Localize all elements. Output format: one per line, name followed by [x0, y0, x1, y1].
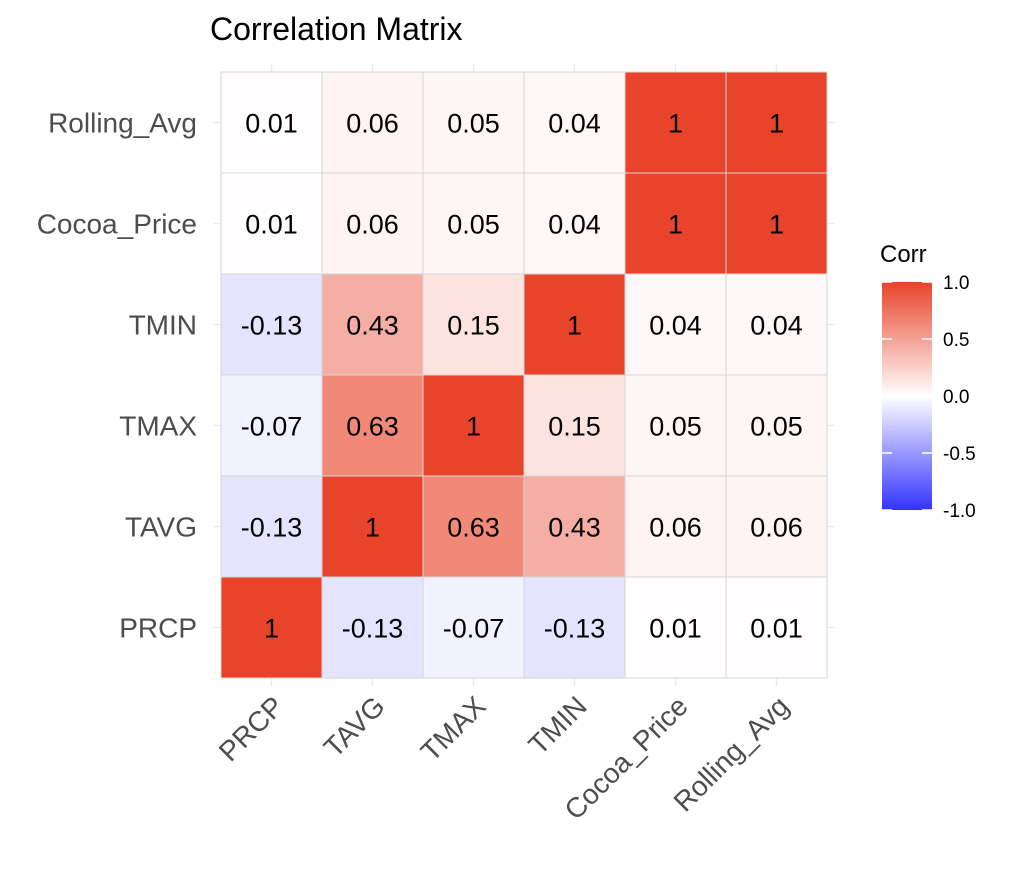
x-tick-label: TMAX: [415, 690, 492, 767]
heatmap-cell-label: 0.01: [649, 614, 702, 644]
heatmap-cell-label: 0.05: [447, 210, 500, 240]
y-tick-label: TMIN: [129, 310, 197, 341]
heatmap-cell-tavg-prcp: [220, 475, 323, 578]
heatmap-cell-label: 0.06: [750, 513, 803, 543]
heatmap-cell-prcp-cocoa_price: [624, 576, 727, 679]
heatmap-cell-rolling_avg-prcp: [220, 71, 323, 174]
x-tick-label: PRCP: [213, 690, 290, 767]
heatmap-cell-prcp-tavg: [321, 576, 424, 679]
heatmap-cells: 1 -0.13 -0.07 -0.13 0.01 0.01 -0.13 1 0.63 0.43 0.…: [220, 71, 828, 679]
heatmap-cell-label: 0.15: [548, 412, 601, 442]
heatmap-cell-label: -0.13: [241, 311, 303, 341]
heatmap-cell-label: 1: [365, 513, 380, 543]
heatmap-cell-tmax-tmin: [523, 374, 626, 477]
heatmap-cell-label: 0.01: [245, 109, 298, 139]
x-tick-label: TAVG: [318, 690, 391, 763]
heatmap-cell-tmax-cocoa_price: [624, 374, 727, 477]
heatmap-cell-tmax-tmax: [422, 374, 525, 477]
heatmap-cell-tavg-rolling_avg: [725, 475, 828, 578]
heatmap-cell-label: 1: [466, 412, 481, 442]
y-tick-label: Cocoa_Price: [37, 209, 197, 240]
legend-tick-label: 1.0: [943, 273, 969, 294]
heatmap-cell-tmin-cocoa_price: [624, 273, 727, 376]
heatmap-cell-label: 0.04: [548, 210, 601, 240]
heatmap-cell-tavg-tavg: [321, 475, 424, 578]
heatmap-cell-tavg-cocoa_price: [624, 475, 727, 578]
heatmap-cell-label: 0.06: [346, 210, 399, 240]
heatmap-cell-label: 0.04: [548, 109, 601, 139]
heatmap-cell-rolling_avg-rolling_avg: [725, 71, 828, 174]
heatmap-cell-label: -0.13: [544, 614, 606, 644]
x-tick-label: TMIN: [522, 690, 592, 760]
heatmap-cell-label: 0.05: [649, 412, 702, 442]
heatmap-cell-label: 0.01: [245, 210, 298, 240]
heatmap-cell-label: -0.07: [241, 412, 303, 442]
heatmap-cell-label: 0.15: [447, 311, 500, 341]
heatmap-cell-tmin-rolling_avg: [725, 273, 828, 376]
heatmap-cell-rolling_avg-tavg: [321, 71, 424, 174]
heatmap-cell-cocoa_price-rolling_avg: [725, 172, 828, 275]
legend-tick-label: 0.0: [943, 387, 969, 408]
y-axis-tick-labels: PRCP TAVG TMAX TMIN Cocoa_Price Rolling_Avg: [37, 108, 198, 644]
heatmap-cell-tmax-tavg: [321, 374, 424, 477]
color-legend: Corr 1.0 0.5 0.0 -0.5 -1.0: [880, 241, 976, 522]
heatmap-cell-cocoa_price-tmax: [422, 172, 525, 275]
y-tick-label: TMAX: [119, 411, 197, 442]
heatmap-cell-rolling_avg-cocoa_price: [624, 71, 727, 174]
heatmap-cell-label: 1: [567, 311, 582, 341]
heatmap-cell-tmin-tmin: [523, 273, 626, 376]
heatmap-cell-prcp-prcp: [220, 576, 323, 679]
heatmap-cell-label: 0.63: [447, 513, 500, 543]
heatmap-cell-label: 0.05: [447, 109, 500, 139]
heatmap-cell-rolling_avg-tmax: [422, 71, 525, 174]
heatmap-cell-label: 0.63: [346, 412, 399, 442]
heatmap-cell-label: -0.13: [241, 513, 303, 543]
heatmap-cell-cocoa_price-cocoa_price: [624, 172, 727, 275]
heatmap-cell-tmax-rolling_avg: [725, 374, 828, 477]
heatmap-cell-tavg-tmin: [523, 475, 626, 578]
heatmap-cell-tmax-prcp: [220, 374, 323, 477]
legend-tick-label: -0.5: [943, 444, 976, 465]
heatmap-cell-label: 1: [264, 614, 279, 644]
chart-title: Correlation Matrix: [210, 11, 463, 47]
heatmap-cell-label: 1: [668, 109, 683, 139]
heatmap-cell-tmin-prcp: [220, 273, 323, 376]
legend-tick-label: 0.5: [943, 330, 969, 351]
heatmap-cell-prcp-rolling_avg: [725, 576, 828, 679]
heatmap-cell-label: 0.06: [649, 513, 702, 543]
heatmap-cell-label: 1: [769, 210, 784, 240]
heatmap-cell-label: 1: [769, 109, 784, 139]
legend-title: Corr: [880, 241, 927, 268]
heatmap-cell-label: 0.01: [750, 614, 803, 644]
y-tick-label: TAVG: [125, 512, 197, 543]
heatmap-cell-label: 0.43: [548, 513, 601, 543]
legend-tick-label: -1.0: [943, 501, 976, 522]
heatmap-cell-label: 0.04: [750, 311, 803, 341]
heatmap-cell-cocoa_price-tavg: [321, 172, 424, 275]
heatmap-cell-label: 0.43: [346, 311, 399, 341]
heatmap-cell-tmin-tmax: [422, 273, 525, 376]
heatmap-cell-label: -0.07: [443, 614, 505, 644]
heatmap-cell-label: 0.05: [750, 412, 803, 442]
y-tick-label: Rolling_Avg: [48, 108, 197, 139]
heatmap-cell-label: 0.06: [346, 109, 399, 139]
heatmap-cell-label: 1: [668, 210, 683, 240]
heatmap-cell-tmin-tavg: [321, 273, 424, 376]
heatmap-cell-label: 0.04: [649, 311, 702, 341]
y-tick-label: PRCP: [119, 613, 197, 644]
heatmap-cell-label: -0.13: [342, 614, 404, 644]
